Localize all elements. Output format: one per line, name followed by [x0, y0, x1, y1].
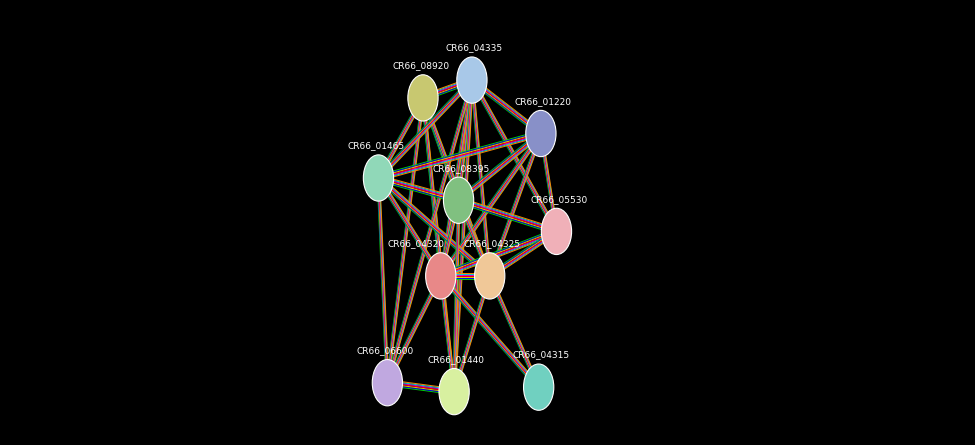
- Ellipse shape: [457, 57, 488, 103]
- Ellipse shape: [408, 75, 438, 121]
- Text: CR66_01220: CR66_01220: [515, 97, 571, 106]
- Text: CR66_06600: CR66_06600: [357, 346, 413, 355]
- Ellipse shape: [541, 208, 571, 255]
- Text: CR66_01465: CR66_01465: [348, 142, 405, 150]
- Ellipse shape: [439, 368, 469, 415]
- Ellipse shape: [364, 155, 394, 201]
- Text: CR66_08920: CR66_08920: [392, 61, 449, 70]
- Ellipse shape: [426, 253, 456, 299]
- Text: CR66_04325: CR66_04325: [463, 239, 521, 248]
- Ellipse shape: [475, 253, 505, 299]
- Text: CR66_04335: CR66_04335: [446, 44, 503, 53]
- Ellipse shape: [444, 177, 474, 223]
- Text: CR66_04320: CR66_04320: [388, 239, 445, 248]
- Ellipse shape: [526, 110, 556, 157]
- Text: CR66_04315: CR66_04315: [512, 351, 569, 360]
- Text: CR66_08395: CR66_08395: [432, 164, 489, 173]
- Text: CR66_01440: CR66_01440: [428, 355, 485, 364]
- Ellipse shape: [524, 364, 554, 410]
- Text: CR66_05530: CR66_05530: [530, 195, 587, 204]
- Ellipse shape: [372, 360, 403, 406]
